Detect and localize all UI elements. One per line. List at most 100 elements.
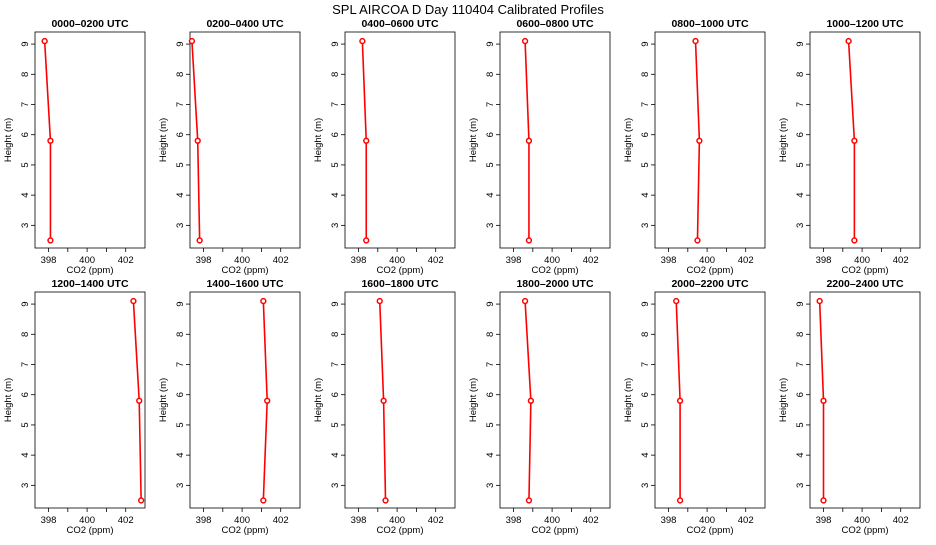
y-tick-label: 8 bbox=[20, 72, 31, 77]
plot-frame bbox=[34, 31, 146, 249]
x-tick-label: 400 bbox=[854, 515, 870, 526]
x-tick-label: 398 bbox=[506, 515, 522, 526]
y-tick-label: 9 bbox=[640, 41, 651, 46]
y-tick-label: 6 bbox=[485, 392, 496, 397]
y-axis-label: Height (m) bbox=[313, 378, 324, 422]
x-tick-label: 402 bbox=[118, 515, 134, 526]
x-tick-label: 398 bbox=[816, 515, 832, 526]
profile-point bbox=[845, 37, 852, 45]
y-tick-label: 4 bbox=[640, 452, 651, 457]
profile-point bbox=[692, 37, 699, 45]
y-tick-label: 8 bbox=[330, 332, 341, 337]
x-tick-label: 400 bbox=[79, 515, 95, 526]
y-tick-label: 3 bbox=[20, 223, 31, 228]
profile-point bbox=[194, 137, 201, 144]
y-tick-label: 7 bbox=[795, 102, 806, 107]
panel: 0800–1000 UTC 398 400 402 CO2 (ppm) 3 4 5 6 7 8 9 He… bbox=[623, 18, 766, 276]
profile-point bbox=[525, 237, 533, 244]
y-tick-label: 7 bbox=[485, 362, 496, 367]
y-tick-label: 5 bbox=[640, 162, 651, 167]
y-tick-label: 7 bbox=[795, 362, 806, 367]
profile-point bbox=[382, 497, 389, 504]
x-tick-label: 398 bbox=[661, 255, 677, 266]
profile-point bbox=[260, 297, 267, 305]
x-axis-label: CO2 (ppm) bbox=[222, 265, 269, 276]
plot-frame bbox=[344, 31, 456, 249]
y-tick-label: 8 bbox=[330, 72, 341, 77]
profile-point bbox=[851, 237, 858, 244]
panel: 0400–0600 UTC 398 400 402 CO2 (ppm) 3 4 5 6 7 8 9 He… bbox=[313, 18, 456, 276]
y-tick-label: 9 bbox=[795, 41, 806, 46]
y-tick-label: 6 bbox=[330, 392, 341, 397]
y-tick-label: 6 bbox=[175, 132, 186, 137]
profile-point bbox=[47, 237, 54, 244]
profile-point bbox=[264, 397, 271, 404]
x-tick-label: 400 bbox=[234, 515, 250, 526]
x-tick-label: 398 bbox=[41, 515, 57, 526]
profile-point bbox=[676, 497, 684, 504]
y-tick-label: 7 bbox=[640, 362, 651, 367]
plot-frame bbox=[189, 31, 301, 249]
panel: 0200–0400 UTC 398 400 402 CO2 (ppm) 3 4 5 6 7 8 9 He… bbox=[158, 18, 301, 276]
y-tick-label: 9 bbox=[175, 41, 186, 46]
plot-frame bbox=[34, 291, 146, 509]
panel: 1800–2000 UTC 398 400 402 CO2 (ppm) 3 4 5 6 7 8 9 He… bbox=[468, 278, 611, 536]
y-tick-label: 7 bbox=[20, 102, 31, 107]
profile-point bbox=[820, 497, 827, 504]
y-tick-label: 6 bbox=[330, 132, 341, 137]
panel: 0000–0200 UTC 398 400 402 CO2 (ppm) 3 4 5 6 7 8 9 He… bbox=[3, 18, 146, 276]
profile-point bbox=[851, 137, 858, 144]
panel: 1600–1800 UTC 398 400 402 CO2 (ppm) 3 4 5 6 7 8 9 He… bbox=[313, 278, 456, 536]
y-tick-label: 5 bbox=[485, 162, 496, 167]
profile-point bbox=[260, 497, 267, 504]
y-tick-label: 8 bbox=[640, 332, 651, 337]
profile-point bbox=[816, 297, 823, 305]
panel-title: 1600–1800 UTC bbox=[361, 278, 438, 290]
y-tick-label: 7 bbox=[330, 362, 341, 367]
y-tick-label: 5 bbox=[175, 162, 186, 167]
plot-frame bbox=[809, 31, 921, 249]
y-axis-label: Height (m) bbox=[158, 118, 169, 162]
profile-point bbox=[363, 137, 370, 144]
y-tick-label: 8 bbox=[485, 332, 496, 337]
y-tick-label: 5 bbox=[20, 422, 31, 427]
panel-title: 2000–2200 UTC bbox=[671, 278, 748, 290]
y-tick-label: 9 bbox=[485, 301, 496, 306]
x-tick-label: 400 bbox=[79, 255, 95, 266]
profile-point bbox=[676, 397, 684, 404]
y-tick-label: 5 bbox=[20, 162, 31, 167]
y-tick-label: 3 bbox=[795, 223, 806, 228]
y-tick-label: 5 bbox=[485, 422, 496, 427]
y-tick-label: 9 bbox=[175, 301, 186, 306]
x-axis-label: CO2 (ppm) bbox=[377, 265, 424, 276]
plot-frame bbox=[344, 291, 456, 509]
x-tick-label: 402 bbox=[428, 255, 444, 266]
panel-title: 0800–1000 UTC bbox=[671, 18, 748, 30]
x-tick-label: 398 bbox=[661, 515, 677, 526]
profile-point bbox=[525, 497, 533, 504]
y-tick-label: 8 bbox=[795, 332, 806, 337]
plot-frame bbox=[654, 291, 766, 509]
plot-frame bbox=[189, 291, 301, 509]
plot-frame bbox=[499, 291, 611, 509]
y-tick-label: 7 bbox=[175, 102, 186, 107]
y-axis-label: Height (m) bbox=[3, 378, 14, 422]
x-tick-label: 402 bbox=[893, 515, 909, 526]
x-axis-label: CO2 (ppm) bbox=[687, 525, 734, 536]
panel: 2200–2400 UTC 398 400 402 CO2 (ppm) 3 4 5 6 7 8 9 He… bbox=[778, 278, 921, 536]
y-tick-label: 6 bbox=[640, 392, 651, 397]
y-tick-label: 3 bbox=[330, 483, 341, 488]
y-tick-label: 4 bbox=[175, 192, 186, 197]
y-tick-label: 5 bbox=[640, 422, 651, 427]
y-tick-label: 5 bbox=[795, 422, 806, 427]
y-tick-label: 9 bbox=[20, 41, 31, 46]
y-axis-label: Height (m) bbox=[778, 378, 789, 422]
y-tick-label: 9 bbox=[640, 301, 651, 306]
y-axis-label: Height (m) bbox=[3, 118, 14, 162]
y-tick-label: 5 bbox=[175, 422, 186, 427]
x-tick-label: 400 bbox=[544, 515, 560, 526]
y-tick-label: 9 bbox=[485, 41, 496, 46]
panel-title: 1400–1600 UTC bbox=[206, 278, 283, 290]
